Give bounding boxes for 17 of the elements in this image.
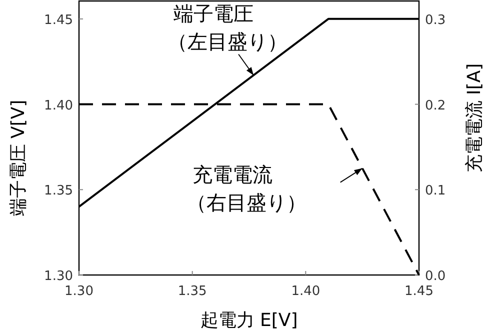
y-tick-label: 1.35 (44, 184, 73, 199)
y2-tick-label: 0.3 (425, 12, 446, 28)
y-axis-title: 端子電圧 V[V] (8, 100, 29, 216)
x-tick-label: 1.30 (64, 284, 94, 299)
y-tick-label: 1.45 (44, 12, 73, 28)
y2-tick-label: 0.1 (425, 184, 446, 199)
x-axis-title: 起電力 E[V] (200, 310, 298, 331)
y-tick-label: 1.30 (44, 269, 73, 284)
x-tick-label: 1.40 (291, 284, 320, 299)
annotation: 端子電圧（左目盛り） (168, 1, 288, 54)
y2-tick-label: 0.0 (425, 269, 446, 284)
x-tick-label: 1.45 (404, 284, 434, 299)
x-tick-label: 1.35 (178, 284, 207, 299)
y2-axis-title: 充電電流 I[A] (464, 63, 485, 173)
y2-tick-label: 0.2 (425, 98, 446, 114)
annotation: 充電電流（右目盛り） (186, 162, 306, 214)
y-tick-label: 1.40 (44, 98, 73, 114)
